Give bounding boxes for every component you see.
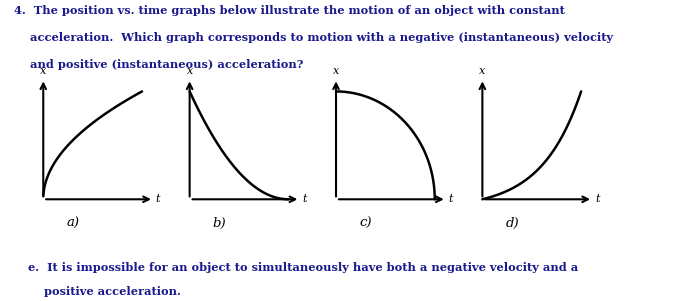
Text: c): c) xyxy=(360,217,372,230)
Text: and positive (instantaneous) acceleration?: and positive (instantaneous) acceleratio… xyxy=(14,59,303,70)
Text: x: x xyxy=(333,66,339,76)
Text: acceleration.  Which graph corresponds to motion with a negative (instantaneous): acceleration. Which graph corresponds to… xyxy=(14,32,613,43)
Text: 4.  The position vs. time graphs below illustrate the motion of an object with c: 4. The position vs. time graphs below il… xyxy=(14,5,565,16)
Text: t: t xyxy=(595,194,599,204)
Text: t: t xyxy=(449,194,453,204)
Text: t: t xyxy=(156,194,160,204)
Text: x: x xyxy=(40,66,47,76)
Text: a): a) xyxy=(67,217,79,230)
Text: b): b) xyxy=(213,217,227,230)
Text: e.  It is impossible for an object to simultaneously have both a negative veloci: e. It is impossible for an object to sim… xyxy=(28,262,578,273)
Text: x: x xyxy=(187,66,193,76)
Text: d): d) xyxy=(505,217,519,230)
Text: x: x xyxy=(480,66,486,76)
Text: positive acceleration.: positive acceleration. xyxy=(28,286,181,297)
Text: t: t xyxy=(302,194,307,204)
